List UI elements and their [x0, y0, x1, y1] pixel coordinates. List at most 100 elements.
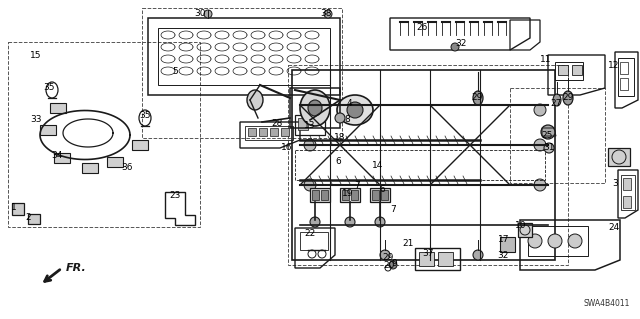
Ellipse shape — [204, 10, 212, 18]
Text: 20: 20 — [383, 261, 395, 270]
Ellipse shape — [375, 217, 385, 227]
Bar — [321, 190, 328, 200]
Text: 16: 16 — [281, 143, 292, 152]
Text: 24: 24 — [609, 224, 620, 233]
Bar — [295, 150, 545, 180]
Ellipse shape — [335, 113, 345, 123]
Text: 4: 4 — [346, 99, 352, 108]
Text: 7: 7 — [390, 205, 396, 214]
Bar — [340, 188, 360, 202]
Bar — [248, 128, 256, 136]
Bar — [372, 190, 379, 200]
Ellipse shape — [548, 234, 562, 248]
Ellipse shape — [308, 100, 322, 116]
Text: 35: 35 — [44, 83, 55, 92]
Ellipse shape — [337, 95, 373, 125]
Bar — [270, 128, 278, 136]
Bar — [50, 103, 66, 113]
Ellipse shape — [534, 139, 546, 151]
Ellipse shape — [247, 90, 263, 110]
Text: 6: 6 — [335, 157, 341, 166]
Ellipse shape — [553, 94, 561, 106]
Bar — [107, 157, 123, 167]
Text: 34: 34 — [51, 151, 63, 160]
Text: 29: 29 — [471, 93, 483, 101]
Ellipse shape — [389, 261, 397, 269]
Ellipse shape — [304, 179, 316, 191]
Text: 22: 22 — [305, 229, 316, 239]
Text: 10: 10 — [515, 221, 527, 231]
Text: 38: 38 — [320, 10, 332, 19]
Text: 7: 7 — [354, 181, 360, 189]
Ellipse shape — [380, 250, 390, 260]
Bar — [28, 214, 40, 224]
Bar — [381, 190, 388, 200]
Text: 11: 11 — [540, 56, 552, 64]
Ellipse shape — [534, 104, 546, 116]
Text: 14: 14 — [372, 161, 384, 170]
Text: 17: 17 — [499, 235, 509, 244]
Bar — [281, 128, 289, 136]
Text: 13: 13 — [304, 121, 316, 130]
Bar — [555, 62, 583, 80]
Ellipse shape — [347, 102, 363, 118]
Text: 29: 29 — [382, 253, 394, 262]
Bar — [558, 65, 568, 75]
Bar — [12, 203, 24, 215]
Ellipse shape — [541, 125, 555, 139]
Bar — [528, 226, 588, 256]
Ellipse shape — [473, 91, 483, 105]
Ellipse shape — [528, 234, 542, 248]
Bar — [518, 223, 532, 237]
Ellipse shape — [473, 250, 483, 260]
Text: 27: 27 — [550, 99, 562, 108]
Ellipse shape — [304, 139, 316, 151]
Text: 5: 5 — [172, 68, 178, 77]
Text: 6: 6 — [379, 186, 385, 195]
Text: 31: 31 — [543, 143, 555, 152]
Bar — [510, 88, 605, 183]
Bar — [621, 175, 635, 210]
Ellipse shape — [300, 90, 330, 126]
Ellipse shape — [310, 217, 320, 227]
Text: 35: 35 — [140, 110, 151, 120]
Text: 32: 32 — [497, 250, 509, 259]
Bar — [312, 190, 319, 200]
Bar — [419, 252, 434, 266]
Bar — [370, 188, 390, 202]
Bar — [608, 148, 630, 166]
Bar — [618, 58, 634, 96]
Bar — [245, 126, 293, 140]
Bar — [438, 252, 453, 266]
Text: 25: 25 — [541, 130, 553, 139]
Ellipse shape — [568, 234, 582, 248]
Text: 29: 29 — [563, 93, 573, 101]
Bar — [288, 65, 568, 265]
Ellipse shape — [451, 43, 459, 51]
Bar — [142, 8, 342, 138]
Bar — [572, 65, 582, 75]
Bar — [620, 78, 628, 90]
Ellipse shape — [345, 217, 355, 227]
Bar — [82, 163, 98, 173]
Bar — [342, 190, 349, 200]
Bar — [259, 128, 267, 136]
Text: 26: 26 — [416, 23, 428, 32]
Bar — [351, 190, 358, 200]
Text: 3: 3 — [612, 179, 618, 188]
Text: 12: 12 — [608, 61, 620, 70]
Bar — [500, 237, 515, 252]
Bar — [415, 248, 460, 270]
Bar — [623, 178, 631, 190]
Text: 8: 8 — [344, 115, 350, 124]
Text: 1: 1 — [11, 204, 17, 212]
Text: 9: 9 — [391, 258, 397, 268]
Bar — [310, 188, 330, 202]
Ellipse shape — [544, 143, 554, 153]
Text: 15: 15 — [30, 50, 42, 60]
Text: 30: 30 — [195, 10, 205, 19]
Ellipse shape — [304, 104, 316, 116]
Text: 21: 21 — [403, 239, 413, 248]
Bar — [300, 232, 328, 250]
Text: SWA4B4011: SWA4B4011 — [584, 299, 630, 308]
